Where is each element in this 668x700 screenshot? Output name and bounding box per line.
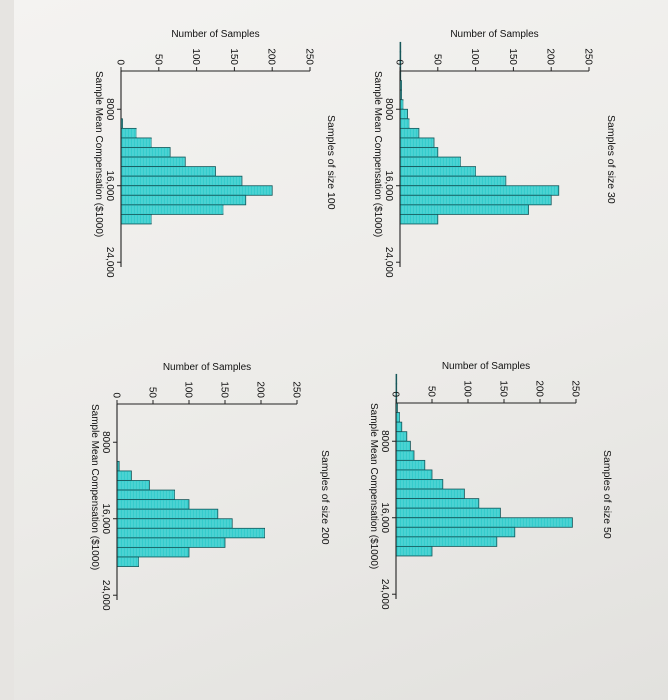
y-tick-label: 0 — [111, 392, 122, 398]
y-tick-label: 150 — [219, 381, 230, 398]
histogram-plot: 0 50 100 150 200 250 8000 16,000 24,000 Number of… — [93, 29, 315, 278]
x-tick-label: 16,000 — [100, 503, 111, 534]
y-tick-label: 250 — [583, 48, 594, 65]
y-axis-title: Number of Samples — [442, 361, 530, 372]
y-tick-label: 50 — [426, 386, 437, 398]
panel-title-samples-of-size-50: Samples of size 50 — [601, 450, 613, 539]
histogram-bar — [116, 480, 150, 491]
y-tick-label: 200 — [534, 380, 545, 397]
x-tick-label: 8000 — [379, 430, 390, 453]
x-tick-label: 24,000 — [379, 579, 390, 610]
x-tick-label: 8000 — [104, 98, 115, 121]
y-tick-label: 150 — [507, 48, 518, 65]
x-axis-title: Sample Mean Compensation ($1000) — [89, 404, 100, 570]
x-tick-label: 16,000 — [104, 170, 115, 201]
y-axis-title: Number of Samples — [171, 29, 259, 40]
x-tick-label: 24,000 — [100, 580, 111, 611]
y-tick-label: 50 — [431, 54, 442, 66]
y-tick-label: 100 — [469, 48, 480, 65]
panel-title-samples-of-size-100: Samples of size 100 — [325, 115, 337, 210]
y-tick-label: 200 — [255, 381, 266, 398]
y-tick-label: 100 — [183, 381, 194, 398]
y-tick-label: 200 — [266, 48, 277, 65]
x-tick-label: 8000 — [100, 431, 111, 454]
x-axis-title: Sample Mean Compensation ($1000) — [93, 71, 104, 237]
x-tick-label: 16,000 — [383, 170, 394, 201]
y-tick-label: 0 — [115, 59, 126, 65]
y-tick-label: 0 — [390, 391, 401, 397]
panel-title-samples-of-size-200: Samples of size 200 — [319, 450, 331, 545]
x-tick-label: 24,000 — [104, 247, 115, 278]
x-axis-title: Sample Mean Compensation ($1000) — [368, 403, 379, 569]
y-tick-label: 150 — [228, 48, 239, 65]
y-tick-label: 50 — [152, 54, 163, 66]
y-tick-label: 250 — [570, 380, 581, 397]
histogram-bar — [116, 489, 175, 501]
x-tick-label: 16,000 — [379, 502, 390, 533]
y-tick-label: 50 — [147, 387, 158, 399]
y-tick-label: 100 — [190, 48, 201, 65]
photographed-page — [14, 0, 668, 700]
y-axis-title: Number of Samples — [450, 29, 538, 40]
histogram-bar — [116, 518, 233, 529]
x-tick-label: 24,000 — [383, 247, 394, 278]
y-tick-label: 250 — [291, 381, 302, 398]
histogram-bar — [116, 527, 266, 539]
y-axis-title: Number of Samples — [163, 362, 251, 373]
y-tick-label: 150 — [498, 380, 509, 397]
x-tick-label: 8000 — [383, 98, 394, 121]
y-tick-label: 250 — [304, 48, 315, 65]
x-axis-title: Sample Mean Compensation ($1000) — [372, 71, 383, 237]
y-tick-label: 100 — [462, 380, 473, 397]
histogram-plot: 0 50 100 150 200 250 8000 16,000 24,000 Number of… — [368, 361, 581, 610]
y-tick-label: 200 — [545, 48, 556, 65]
y-tick-label: 0 — [394, 59, 405, 65]
histogram-plot: 0 50 100 150 200 250 8000 16,000 24,000 Number of… — [372, 29, 594, 278]
panel-title-samples-of-size-30: Samples of size 30 — [605, 115, 617, 204]
histogram-plot: 0 50 100 150 200 250 8000 16,000 24,000 Number of… — [89, 362, 302, 611]
